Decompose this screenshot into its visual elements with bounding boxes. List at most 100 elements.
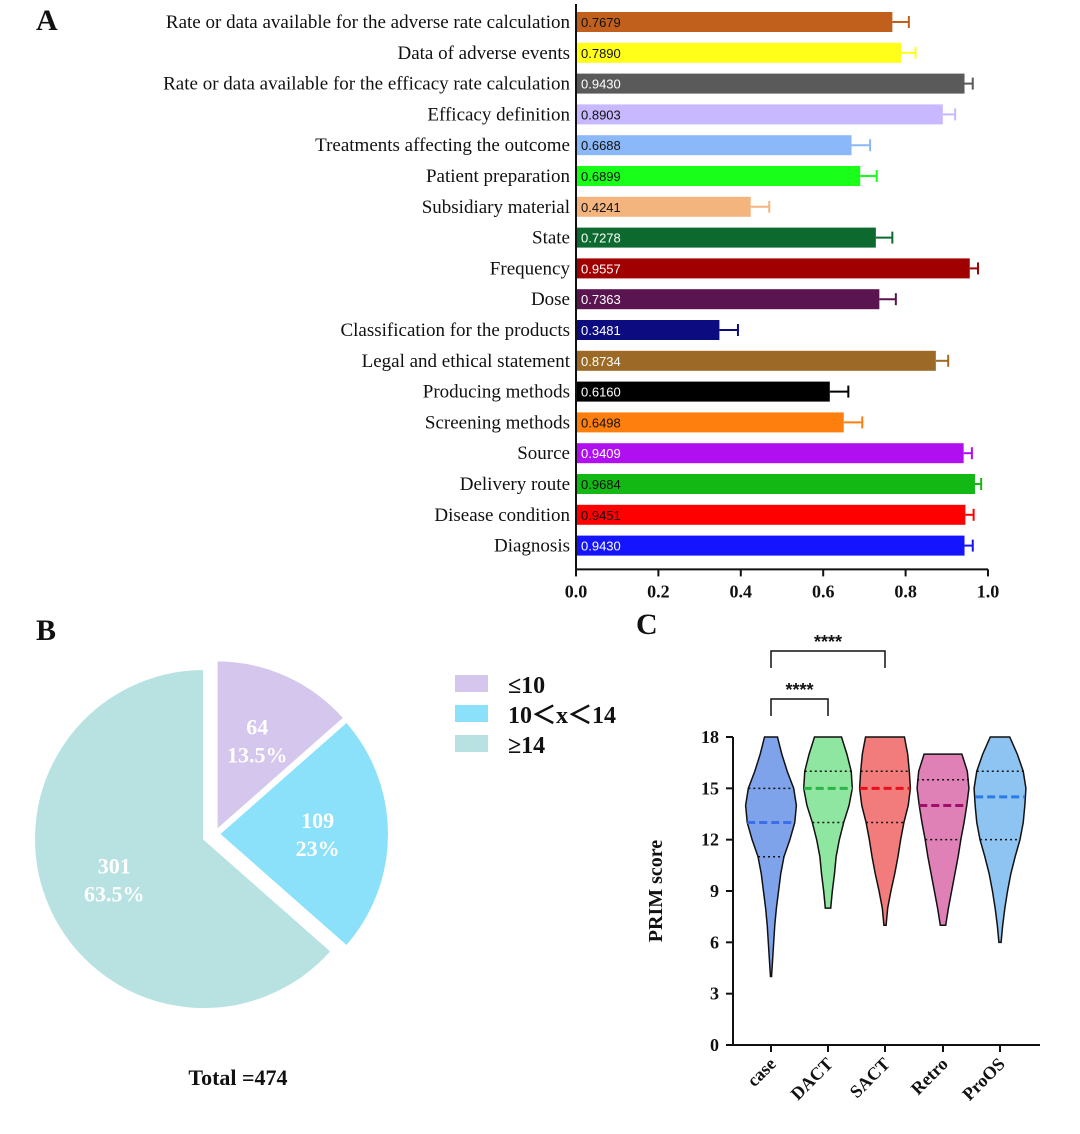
category-label: Frequency: [490, 258, 571, 279]
y-tick-label: 3: [710, 984, 719, 1004]
category-label: Patient preparation: [426, 166, 571, 187]
x-tick-label: SACT: [846, 1054, 894, 1102]
category-label: Classification for the products: [340, 320, 570, 341]
category-label: Producing methods: [423, 382, 570, 403]
bar-value-label: 0.9684: [581, 477, 621, 492]
x-tick-label: 0.6: [812, 581, 835, 601]
y-tick-label: 18: [701, 727, 719, 747]
bar-value-label: 0.6160: [581, 385, 621, 400]
bar: [576, 443, 964, 464]
bar: [576, 196, 751, 217]
bar: [576, 412, 844, 433]
category-label: Treatments affecting the outcome: [315, 135, 570, 156]
violin-body: [744, 736, 798, 978]
panel-b-letter: B: [36, 614, 56, 647]
bar: [576, 350, 936, 371]
violin-chart-panel-c: 0 3 6 9 12 15 18 PRIM score case DACT SACT Retro Pro…: [645, 632, 1040, 1104]
category-label: Efficacy definition: [427, 104, 570, 125]
bar: [576, 12, 893, 32]
x-tick-label: DACT: [787, 1054, 837, 1104]
bar: [576, 535, 965, 556]
bar-chart-panel-a: Rate or data available for the adverse r…: [163, 4, 999, 601]
bar: [576, 73, 965, 94]
category-label: Dose: [531, 289, 570, 310]
legend-label: ≥14: [508, 733, 545, 759]
significance-label: ****: [785, 680, 813, 700]
pie-slice: [33, 667, 334, 1010]
pie-percent-label: 13.5%: [227, 742, 288, 767]
y-tick-label: 9: [710, 881, 719, 901]
total-label: Total =474: [188, 1065, 287, 1090]
x-tick-label: 1.0: [977, 581, 1000, 601]
bar-value-label: 0.8734: [581, 354, 621, 369]
bar: [576, 166, 861, 186]
pie-slice: [215, 659, 346, 833]
bar-value-label: 0.9451: [581, 508, 621, 523]
violin-body: [973, 736, 1027, 944]
bar: [576, 289, 880, 310]
pie-count-label: 301: [98, 854, 131, 879]
bar: [576, 104, 943, 125]
legend-swatch: [455, 705, 488, 722]
bar-value-label: 0.7679: [581, 15, 621, 30]
legend-swatch: [455, 675, 488, 692]
bar-value-label: 0.6899: [581, 169, 621, 184]
bar-value-label: 0.9409: [581, 446, 621, 461]
panel-a-letter: A: [36, 4, 58, 37]
y-tick-label: 0: [710, 1035, 719, 1055]
legend-label: ≤10: [508, 673, 545, 699]
x-tick-label: case: [743, 1054, 780, 1091]
violin-body: [916, 753, 970, 926]
bar-value-label: 0.3481: [581, 323, 621, 338]
bar-value-label: 0.6498: [581, 415, 621, 430]
y-tick-label: 12: [701, 830, 719, 850]
category-label: Diagnosis: [494, 536, 570, 557]
bar-value-label: 0.9430: [581, 77, 621, 92]
x-tick-label: 0.0: [565, 581, 588, 601]
significance-bracket: [770, 650, 886, 668]
bar-value-label: 0.4241: [581, 200, 621, 215]
significance-label: ****: [814, 632, 842, 652]
bar-value-label: 0.7890: [581, 46, 621, 61]
category-label: State: [532, 228, 570, 249]
bar: [576, 227, 876, 248]
pie-chart-panel-b: 64 13.5% ≤10 109 23% 10＜x＜14 301 63.5% ≥14 Total …: [33, 659, 616, 1090]
bar-value-label: 0.9557: [581, 261, 621, 276]
category-label: Delivery route: [460, 474, 570, 495]
pie-percent-label: 23%: [296, 836, 340, 861]
x-tick-label: 0.2: [647, 581, 670, 601]
pie-slice: [217, 720, 390, 948]
bar: [576, 135, 852, 156]
category-label: Rate or data available for the efficacy …: [163, 74, 570, 95]
y-axis-title: PRIM score: [645, 840, 667, 942]
category-label: Legal and ethical statement: [362, 351, 571, 372]
legend-swatch: [455, 735, 488, 752]
bar-value-label: 0.6688: [581, 138, 621, 153]
violin-body: [858, 736, 912, 926]
y-tick-label: 6: [710, 932, 719, 952]
y-tick-label: 15: [701, 778, 719, 798]
bar-value-label: 0.7278: [581, 231, 621, 246]
category-label: Disease condition: [434, 505, 570, 526]
category-label: Rate or data available for the adverse r…: [166, 12, 571, 33]
x-tick-label: Retro: [907, 1054, 952, 1099]
bar: [576, 504, 966, 525]
bar-value-label: 0.8903: [581, 107, 621, 122]
panel-c-letter: C: [636, 608, 658, 641]
category-label: Screening methods: [425, 412, 570, 433]
category-label: Data of adverse events: [397, 43, 570, 64]
bar: [576, 474, 975, 494]
bar: [576, 42, 902, 63]
bar: [576, 381, 830, 402]
pie-count-label: 109: [301, 808, 334, 833]
bar-value-label: 0.9430: [581, 539, 621, 554]
x-tick-label: 0.4: [730, 581, 753, 601]
category-label: Source: [517, 443, 570, 464]
bar: [576, 320, 720, 340]
x-tick-label: ProOS: [958, 1054, 1009, 1105]
category-label: Subsidiary material: [422, 197, 570, 218]
pie-percent-label: 63.5%: [84, 882, 145, 907]
x-tick-label: 0.8: [894, 581, 917, 601]
bar: [576, 258, 970, 279]
